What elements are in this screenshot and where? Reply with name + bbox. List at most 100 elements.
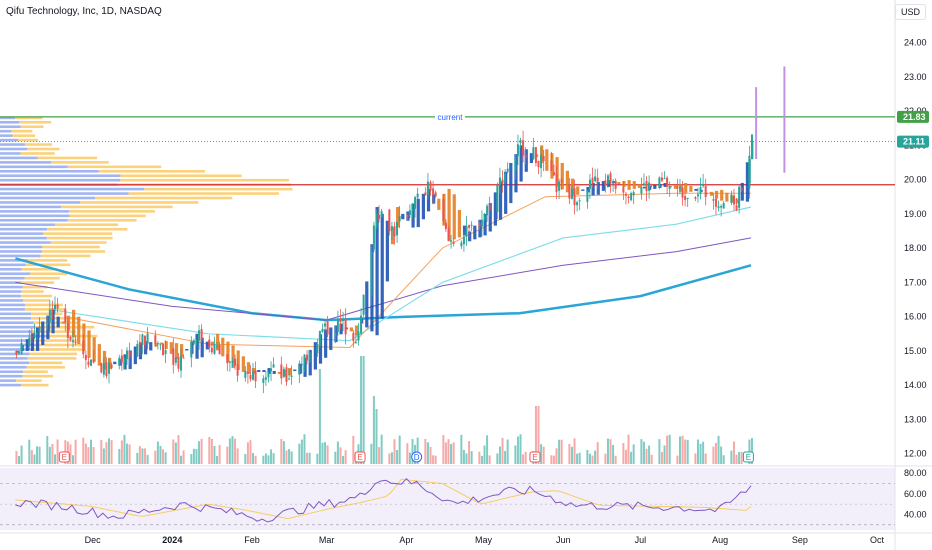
earnings-marker-box (529, 451, 541, 463)
candle-up (372, 225, 375, 250)
candle-up (642, 183, 645, 186)
volume-bar (87, 447, 90, 464)
volume-profile-bar-up (0, 383, 22, 387)
event-marker-e[interactable]: E (354, 451, 366, 463)
ribbon-segment (390, 227, 395, 245)
volume-bar (72, 455, 75, 464)
y-tick-label: 16.00 (904, 312, 927, 322)
ribbon-segment (349, 327, 353, 332)
volume-bar (190, 454, 193, 464)
candle-down (162, 343, 165, 356)
volume-bar (344, 450, 347, 464)
candle-down (378, 214, 381, 219)
ribbon-segment (318, 334, 323, 364)
candle-down (478, 222, 481, 227)
rsi-tick-label: 80.00 (904, 468, 927, 478)
event-marker-e[interactable]: E (58, 451, 70, 463)
volume-bar (388, 453, 391, 464)
candle-down (210, 347, 213, 353)
candle-up (123, 358, 126, 363)
ribbon-segment (570, 178, 575, 196)
volume-bar (172, 439, 175, 464)
volume-bar (570, 446, 573, 464)
candle-down (120, 355, 123, 363)
candle-down (87, 361, 90, 365)
candle-up (342, 319, 345, 322)
candle-down (69, 337, 72, 340)
volume-bar (306, 452, 309, 464)
volume-bar (550, 455, 553, 464)
ribbon-segment (380, 213, 384, 319)
volume-profile-bar-down (27, 357, 77, 360)
volume-bar (396, 449, 399, 464)
volume-bar (596, 442, 599, 464)
candle-up (324, 323, 327, 327)
volume-bar (216, 455, 219, 464)
ribbon-segment (385, 220, 389, 282)
volume-bar (218, 445, 221, 464)
candle-up (252, 371, 255, 380)
event-marker-e[interactable]: E (529, 451, 541, 463)
candle-up (375, 213, 378, 228)
volume-bar (555, 448, 558, 464)
volume-bar (51, 444, 54, 464)
candle-up (702, 183, 705, 187)
volume-bar (378, 447, 381, 464)
event-marker-d[interactable]: D (411, 451, 423, 463)
volume-bar (591, 455, 594, 464)
volume-bar (560, 439, 563, 464)
volume-bar (498, 446, 501, 464)
candle-down (434, 192, 437, 197)
candle-up (480, 219, 483, 227)
volume-bar (468, 441, 471, 464)
volume-profile-bar-up (0, 143, 25, 146)
candle-up (72, 340, 75, 343)
candle-down (524, 155, 527, 158)
rsi-tick-label: 60.00 (904, 489, 927, 499)
volume-bar (234, 438, 237, 464)
event-marker-e[interactable]: E (742, 451, 754, 463)
volume-bar (717, 435, 720, 464)
candle-up (460, 242, 463, 247)
volume-profile-bar-down (37, 156, 98, 160)
volume-bar (432, 455, 435, 464)
volume-bar (650, 454, 653, 464)
volume-bar (120, 440, 123, 464)
y-tick-label: 18.00 (904, 243, 927, 253)
volume-bar (668, 434, 671, 464)
ribbon-segment (252, 368, 256, 374)
ribbon-segment (596, 182, 600, 195)
volume-profile-bar-down (21, 290, 44, 293)
candle-up (408, 210, 411, 215)
ribbon-segment (102, 350, 107, 370)
candle-up (192, 340, 195, 344)
candle-down (254, 370, 257, 382)
ribbon-segment (627, 180, 631, 190)
volume-profile-bar-down (120, 178, 290, 182)
volume-bar (614, 455, 617, 464)
candle-up (33, 332, 36, 339)
volume-bar (360, 356, 363, 464)
volume-profile-bar-up (0, 370, 24, 374)
volume-bar (696, 439, 699, 464)
volume-bar (128, 444, 131, 464)
volume-bar (285, 450, 288, 464)
candle-down (144, 335, 147, 346)
ribbon-segment (226, 341, 230, 363)
candle-down (552, 172, 555, 176)
volume-bar (702, 441, 705, 464)
volume-bar (732, 441, 735, 464)
volume-bar (144, 448, 147, 464)
volume-profile-bar-up (0, 294, 21, 298)
current-label: current (438, 113, 464, 122)
rsi-tick-label: 40.00 (904, 510, 927, 520)
candle-up (228, 361, 231, 363)
volume-profile-bar-up (0, 187, 145, 191)
ribbon-segment (97, 344, 101, 366)
event-marker-letter: D (414, 453, 420, 462)
candle-down (622, 187, 625, 193)
candle-down (714, 198, 717, 207)
volume-bar (586, 449, 589, 464)
ribbon-segment (426, 188, 431, 212)
